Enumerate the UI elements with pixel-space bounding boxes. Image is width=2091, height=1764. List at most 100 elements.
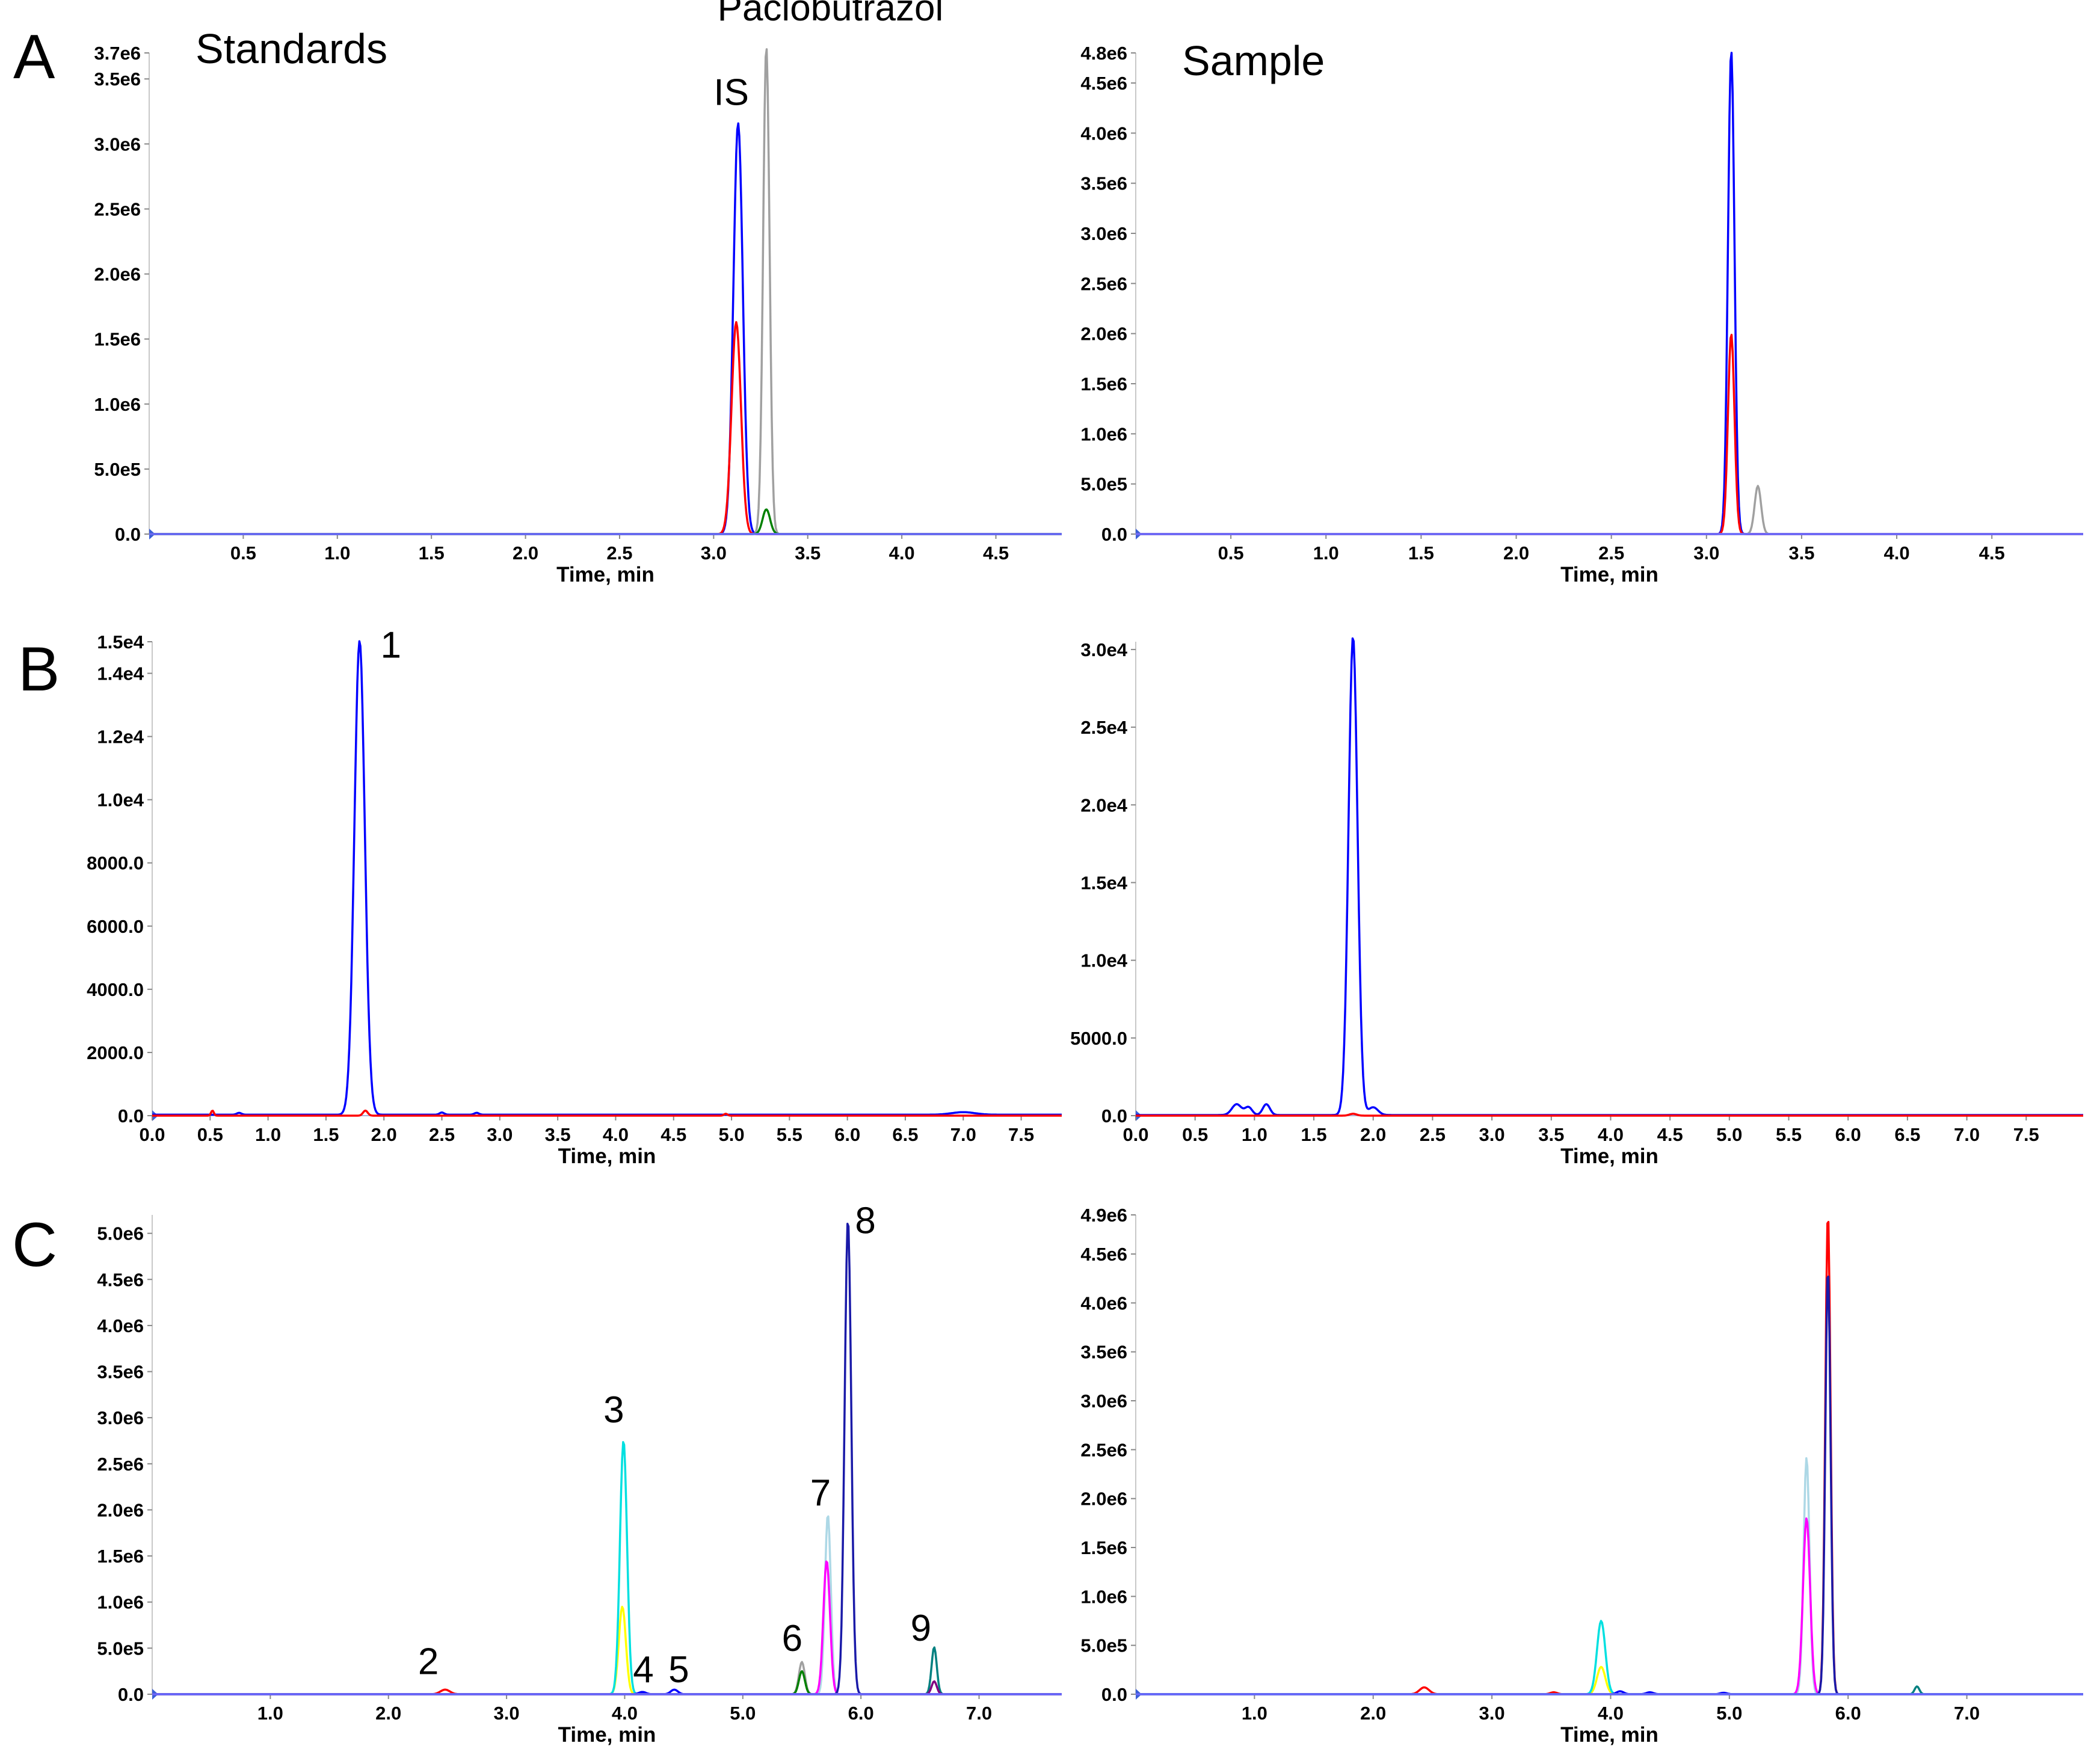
x-tick-label: 4.5 (983, 542, 1009, 564)
x-tick-label: 0.0 (1122, 1124, 1148, 1145)
y-tick-label: 3.0e4 (1080, 639, 1127, 660)
y-tick-label: 5.0e5 (1080, 474, 1127, 495)
series-line (1136, 485, 2084, 535)
x-tick-label: 1.0 (324, 542, 350, 564)
peak-annotation: 5 (668, 1649, 689, 1691)
series-line (152, 1441, 1062, 1695)
x-tick-label: 1.5 (313, 1124, 339, 1145)
y-tick-label: 1.0e6 (94, 394, 141, 415)
x-tick-label: 5.5 (1776, 1124, 1802, 1145)
x-tick-label: 2.0 (1360, 1124, 1386, 1145)
x-tick-label: 5.0 (1716, 1124, 1742, 1145)
x-tick-label: 5.0 (719, 1124, 745, 1145)
series-line (1136, 1457, 2084, 1695)
series-line (149, 48, 1062, 535)
y-tick-label: 2.5e6 (94, 198, 141, 220)
x-tick-label: 6.5 (892, 1124, 918, 1145)
y-tick-label: 0.0 (115, 524, 141, 545)
y-tick-label: 1.2e4 (97, 727, 144, 748)
x-tick-label: 1.0 (1313, 542, 1339, 564)
y-tick-label: 2.0e6 (1080, 324, 1127, 345)
y-tick-label: 4.5e6 (1080, 1244, 1127, 1265)
series-line (152, 1515, 1062, 1695)
y-tick-label: 3.5e6 (1080, 173, 1127, 194)
x-tick-label: 2.0 (375, 1703, 401, 1724)
y-tick-label: 3.0e6 (97, 1407, 144, 1428)
peak-annotation: Paclobutrazol (718, 0, 944, 29)
series-line (1136, 637, 2084, 1116)
y-tick-label: 4.9e6 (1080, 1205, 1127, 1226)
y-tick-label: 1.5e6 (97, 1546, 144, 1567)
y-tick-label: 6000.0 (87, 916, 144, 937)
x-tick-label: 0.5 (1182, 1124, 1208, 1145)
x-tick-label: 4.0 (1598, 1703, 1624, 1724)
y-tick-label: 0.0 (1101, 1105, 1127, 1126)
y-tick-label: 1.4e4 (97, 663, 144, 684)
x-tick-label: 1.0 (1242, 1124, 1267, 1145)
x-tick-label: 3.5 (1538, 1124, 1564, 1145)
y-tick-label: 1.0e4 (97, 790, 144, 811)
y-tick-label: 3.5e6 (97, 1362, 144, 1383)
x-tick-label: 4.5 (1979, 542, 2005, 564)
y-tick-label: 1.5e6 (94, 329, 141, 350)
x-axis-title: Time, min (558, 1723, 656, 1747)
x-tick-label: 4.0 (889, 542, 915, 564)
x-tick-label: 4.0 (1598, 1124, 1624, 1145)
y-tick-label: 3.0e6 (94, 134, 141, 155)
x-tick-label: 2.0 (513, 542, 538, 564)
peak-annotation: 9 (911, 1608, 931, 1649)
x-axis-title: Time, min (1560, 1723, 1658, 1747)
y-tick-label: 4.0e6 (1080, 1292, 1127, 1314)
series-line (152, 1680, 1062, 1695)
y-tick-label: 2.0e4 (1080, 794, 1127, 816)
panel-letter-c: C (12, 1210, 57, 1280)
x-tick-label: 0.5 (230, 542, 256, 564)
y-tick-label: 2.0e6 (97, 1499, 144, 1520)
x-tick-label: 2.5 (1598, 542, 1624, 564)
series-line (1136, 1620, 2084, 1695)
y-tick-label: 1.5e4 (1080, 872, 1127, 893)
x-tick-label: 3.0 (487, 1124, 513, 1145)
x-tick-label: 1.5 (1408, 542, 1434, 564)
y-tick-label: 4.0e6 (97, 1315, 144, 1336)
x-tick-label: 3.5 (545, 1124, 571, 1145)
x-tick-label: 4.5 (661, 1124, 686, 1145)
x-tick-label: 1.0 (257, 1703, 283, 1724)
y-tick-label: 3.5e6 (1080, 1342, 1127, 1363)
y-tick-label: 2000.0 (87, 1042, 144, 1063)
x-tick-label: 6.0 (848, 1703, 874, 1724)
y-tick-label: 4.5e6 (97, 1269, 144, 1290)
y-tick-label: 3.0e6 (1080, 223, 1127, 244)
y-tick-label: 0.0 (1101, 524, 1127, 545)
series-line (149, 508, 1062, 535)
y-tick-label: 4.0e6 (1080, 123, 1127, 144)
chart-C-sample: 0.0 5.0e5 1.0e6 1.5e6 2.0e6 2.5e6 3.0e6 3.5e6 4.… (1080, 1205, 2084, 1747)
series-line (1136, 1517, 2084, 1695)
panel-letter-a: A (13, 22, 55, 92)
x-tick-label: 2.5 (429, 1124, 455, 1145)
x-tick-label: 4.0 (1884, 542, 1910, 564)
y-tick-label: 1.5e6 (1080, 1537, 1127, 1558)
peak-annotation: 8 (855, 1200, 875, 1242)
chart-title: Standards (196, 25, 387, 72)
x-axis-title: Time, min (1560, 563, 1658, 586)
y-tick-label: 5.0e6 (97, 1223, 144, 1244)
y-tick-label: 0.0 (1101, 1684, 1127, 1705)
y-tick-label: 2.0e6 (1080, 1489, 1127, 1510)
x-tick-label: 5.0 (730, 1703, 756, 1724)
series-line (1136, 1275, 2084, 1695)
y-tick-label: 2.5e4 (1080, 717, 1127, 738)
y-tick-label: 3.7e6 (94, 43, 141, 64)
x-tick-label: 0.0 (139, 1124, 165, 1145)
series-line (152, 1109, 1062, 1117)
y-tick-label: 2.0e6 (94, 264, 141, 285)
y-tick-label: 1.5e4 (97, 632, 144, 653)
x-tick-label: 3.0 (494, 1703, 520, 1724)
x-tick-label: 7.0 (950, 1124, 976, 1145)
peak-annotation: 7 (810, 1472, 831, 1514)
x-tick-label: 3.0 (1479, 1124, 1505, 1145)
chart-C-standards: 0.0 5.0e5 1.0e6 1.5e6 2.0e6 2.5e6 3.0e6 3.5e6 4.… (97, 1200, 1062, 1747)
x-tick-label: 4.0 (612, 1703, 638, 1724)
x-tick-label: 2.5 (606, 542, 632, 564)
